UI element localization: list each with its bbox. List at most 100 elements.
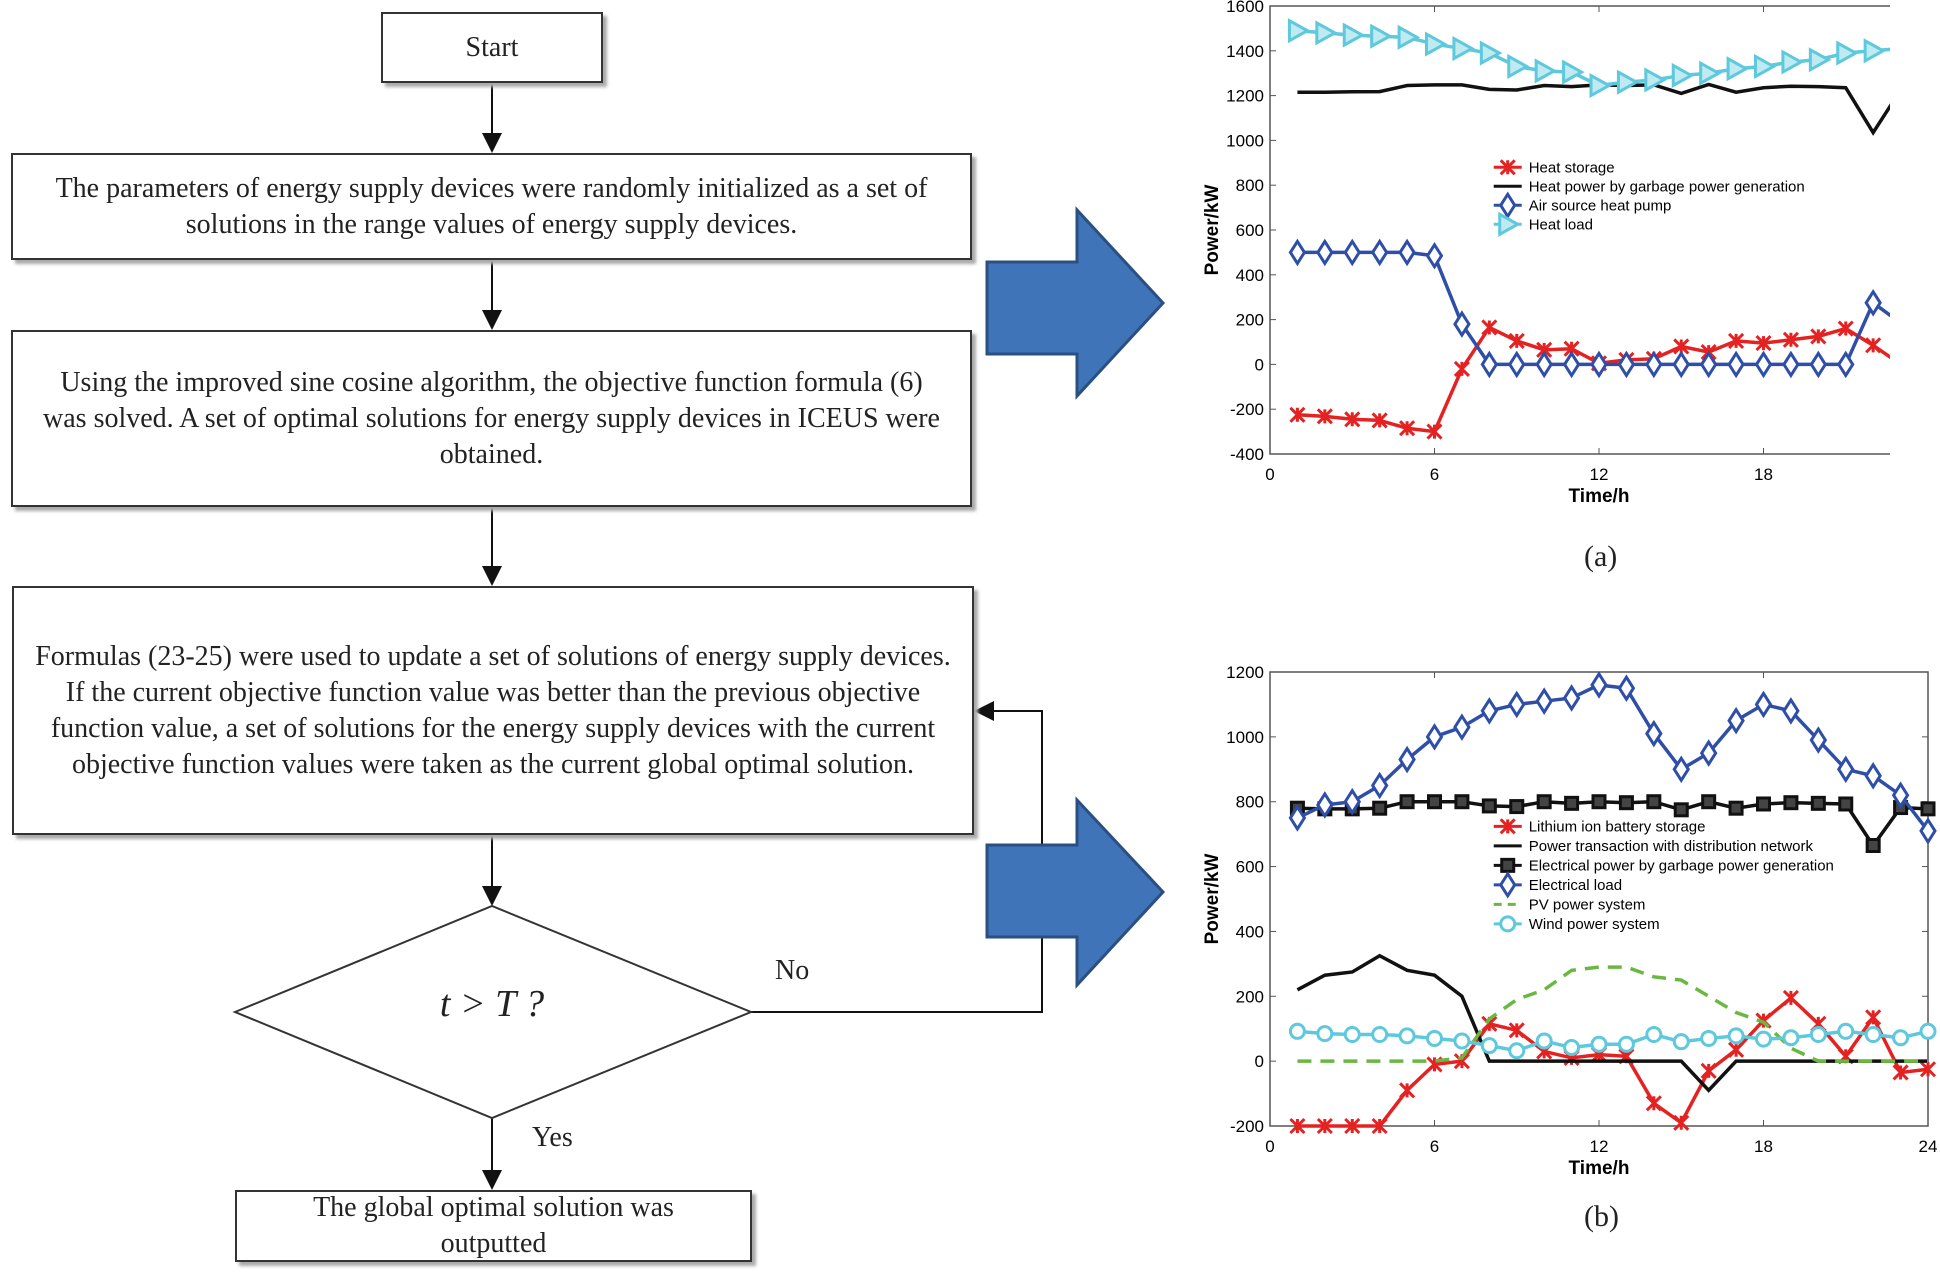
data-point	[1782, 1029, 1800, 1047]
data-point	[1920, 801, 1936, 817]
data-point	[1343, 1026, 1361, 1044]
yes-label: Yes	[532, 1122, 573, 1153]
data-point	[1782, 331, 1799, 348]
data-point	[1590, 671, 1608, 699]
data-point	[1864, 289, 1882, 317]
data-point	[1726, 56, 1750, 82]
legend-label: Electrical load	[1529, 877, 1622, 894]
legend-label: Heat load	[1529, 216, 1593, 233]
data-point	[1399, 794, 1415, 810]
legend-marker	[1499, 818, 1516, 835]
legend-marker	[1498, 871, 1517, 899]
data-point	[1399, 420, 1416, 437]
x-tick-label: 0	[1265, 1137, 1274, 1156]
data-point	[1782, 697, 1800, 725]
data-point	[1616, 69, 1640, 95]
data-point	[1699, 739, 1718, 767]
data-point	[1316, 1025, 1334, 1043]
data-point	[1371, 1026, 1389, 1044]
data-point	[1591, 794, 1607, 810]
decision-text: t > T ?	[439, 983, 545, 1025]
data-point	[1756, 796, 1771, 812]
data-point	[1809, 1026, 1827, 1044]
data-point	[1837, 1022, 1855, 1040]
data-point	[1837, 320, 1854, 337]
data-point	[1728, 332, 1745, 349]
x-tick-label: 6	[1430, 1137, 1439, 1156]
data-point	[1316, 238, 1334, 267]
y-tick-label: 200	[1236, 311, 1264, 330]
data-point	[1425, 31, 1448, 57]
y-tick-label: 800	[1236, 793, 1264, 812]
x-tick-label: 24	[1919, 1137, 1938, 1156]
data-point	[1563, 1039, 1581, 1057]
x-tick-label: 12	[1590, 1137, 1609, 1156]
series-0	[1289, 319, 1890, 440]
x-tick-label: 12	[1590, 465, 1609, 484]
data-point	[1673, 802, 1689, 818]
data-point	[1536, 794, 1552, 810]
series-4	[1297, 965, 1928, 1063]
y-tick-label: -200	[1230, 400, 1264, 419]
step1-box: The parameters of energy supply devices …	[11, 153, 972, 260]
data-point	[1535, 1032, 1553, 1050]
start-box: Start	[381, 12, 603, 83]
legend-marker	[1499, 159, 1516, 176]
data-point	[1508, 1042, 1526, 1060]
data-point	[1481, 798, 1497, 814]
data-point	[1480, 350, 1499, 379]
data-point	[1479, 40, 1503, 66]
data-point	[1453, 713, 1471, 741]
y-tick-label: 800	[1236, 176, 1264, 195]
data-point	[1289, 1117, 1306, 1135]
data-point	[1315, 20, 1338, 46]
legend-marker	[1499, 915, 1517, 933]
y-tick-label: 400	[1236, 922, 1264, 941]
data-point	[1480, 1037, 1498, 1055]
data-point	[1288, 804, 1307, 832]
data-point	[1672, 1033, 1690, 1051]
data-point	[1617, 1035, 1635, 1053]
data-point	[1288, 1022, 1306, 1040]
data-point	[1397, 24, 1421, 50]
legend-label: Power transaction with distribution netw…	[1529, 838, 1814, 855]
data-point	[1427, 794, 1442, 810]
data-point	[1316, 791, 1334, 819]
data-point	[1673, 1114, 1690, 1131]
data-point	[1344, 411, 1361, 428]
x-axis-label: Time/h	[1569, 486, 1630, 507]
data-point	[1781, 49, 1805, 75]
data-point	[1864, 761, 1882, 790]
data-point	[1481, 319, 1498, 336]
data-point	[1344, 1117, 1361, 1135]
data-point	[1507, 690, 1526, 719]
data-point	[1892, 1064, 1909, 1081]
data-point	[1316, 408, 1333, 425]
data-point	[1755, 1030, 1772, 1048]
data-point	[1617, 350, 1636, 379]
data-point	[1343, 238, 1362, 267]
data-point	[1782, 989, 1799, 1006]
y-tick-label: 0	[1255, 355, 1264, 374]
data-point	[1508, 1022, 1525, 1039]
data-point	[1701, 794, 1717, 810]
data-point	[1454, 794, 1470, 810]
legend-label: Heat power by garbage power generation	[1529, 178, 1805, 195]
data-point	[1289, 406, 1306, 423]
data-point	[1453, 1032, 1471, 1050]
data-point	[1398, 238, 1416, 267]
data-point	[1343, 787, 1362, 816]
data-point	[1372, 800, 1388, 816]
y-tick-label: 1000	[1226, 131, 1264, 150]
data-point	[1316, 1117, 1333, 1135]
y-tick-label: 1400	[1226, 42, 1264, 61]
data-point	[1644, 67, 1667, 93]
series-2	[1288, 238, 1890, 379]
data-point	[1562, 684, 1581, 712]
data-point	[1919, 1061, 1937, 1078]
data-point	[1865, 1009, 1882, 1026]
data-point	[1453, 310, 1471, 338]
